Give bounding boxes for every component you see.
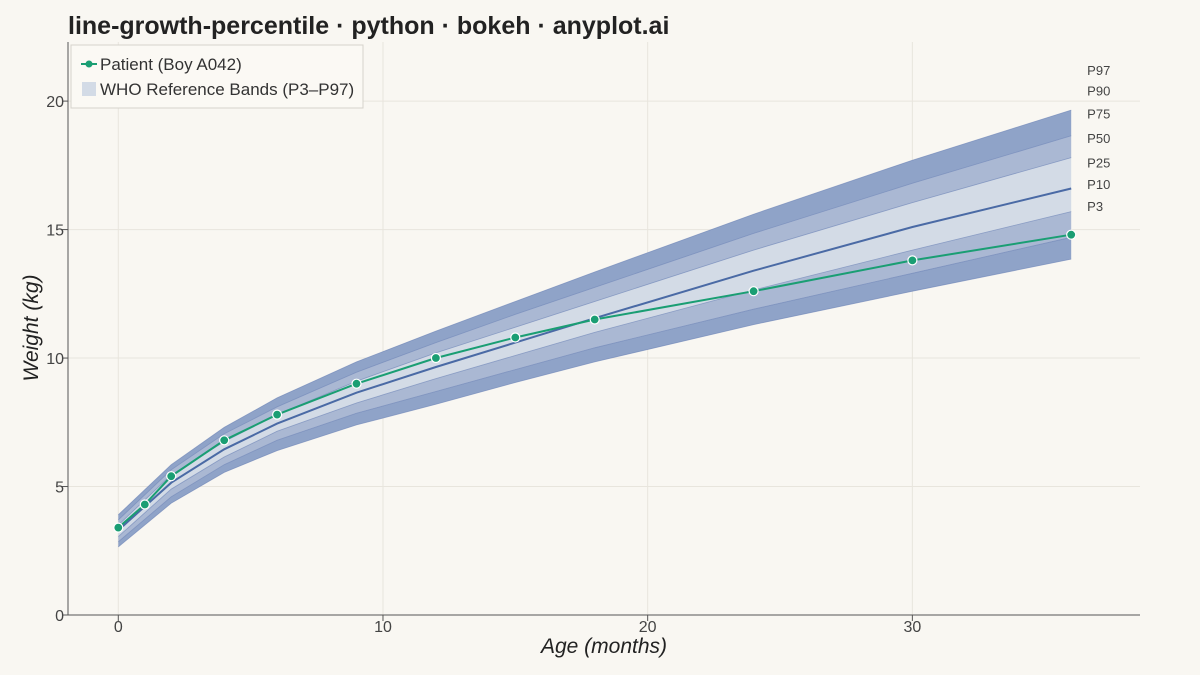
- band-p10-p25: [118, 211, 1072, 542]
- band-p50-p75: [118, 157, 1072, 531]
- percentile-line-p25: [118, 211, 1072, 537]
- patient-series: [113, 229, 1077, 533]
- patient-point-1: [139, 499, 150, 510]
- percentile-bands: [118, 110, 1072, 547]
- patient-point-6: [430, 352, 441, 364]
- patient-point-10: [907, 255, 918, 266]
- y-tick-label-0: 0: [55, 608, 64, 625]
- legend: Patient (Boy A042) WHO Reference Bands (…: [70, 44, 364, 109]
- x-axis-label: Age (months): [539, 635, 667, 658]
- legend-patient-marker: [85, 60, 93, 68]
- y-tick-label-5: 5: [55, 480, 64, 497]
- patient-point-0: [113, 522, 124, 533]
- y-axis-label: Weight (kg): [20, 275, 43, 382]
- patient-point-3: [219, 435, 230, 446]
- percentile-line-p3: [118, 258, 1072, 548]
- percentile-label-p97: P97: [1087, 63, 1110, 78]
- legend-patient-label: Patient (Boy A042): [100, 55, 242, 74]
- patient-point-7: [510, 332, 521, 343]
- x-tick-label-0: 0: [114, 619, 123, 636]
- y-tick-label-10: 10: [46, 351, 64, 368]
- patient-point-9: [748, 286, 759, 297]
- tick-labels: 0 10 20 30 0 5 10 15 20: [46, 94, 921, 636]
- band-p90-p97: [118, 110, 1072, 520]
- percentile-line-p97: [118, 109, 1072, 516]
- y-tick-label-20: 20: [46, 94, 64, 111]
- band-p75-p90: [118, 135, 1072, 526]
- patient-point-2: [166, 471, 177, 482]
- y-tick-label-15: 15: [46, 223, 64, 240]
- percentile-label-p10: P10: [1087, 177, 1110, 192]
- patient-point-5: [351, 378, 362, 389]
- chart-title: line-growth-percentile · python · bokeh …: [68, 12, 669, 40]
- percentile-label-p50: P50: [1087, 131, 1110, 146]
- legend-box: [70, 44, 364, 109]
- patient-point-4: [272, 409, 283, 420]
- band-p25-p50: [118, 188, 1072, 537]
- percentile-line-p90: [118, 135, 1072, 521]
- percentile-line-p10: [118, 236, 1072, 543]
- legend-band-swatch: [82, 82, 96, 96]
- percentile-label-p75: P75: [1087, 106, 1110, 121]
- percentile-label-p25: P25: [1087, 155, 1110, 170]
- x-tick-label-30: 30: [903, 619, 921, 636]
- x-tick-label-20: 20: [639, 619, 657, 636]
- percentile-labels: P97 P90 P75 P50 P25 P10 P3: [1087, 63, 1110, 214]
- band-p3-p10: [118, 237, 1072, 547]
- patient-line: [117, 233, 1072, 529]
- percentile-label-p90: P90: [1087, 83, 1110, 98]
- patient-point-8: [589, 314, 600, 325]
- x-tick-label-10: 10: [374, 619, 392, 636]
- percentile-label-p3: P3: [1087, 199, 1103, 214]
- patient-point-11: [1066, 229, 1077, 240]
- percentile-line-p50: [117, 187, 1072, 531]
- axes: [62, 42, 1140, 621]
- legend-band-label: WHO Reference Bands (P3–P97): [100, 80, 354, 99]
